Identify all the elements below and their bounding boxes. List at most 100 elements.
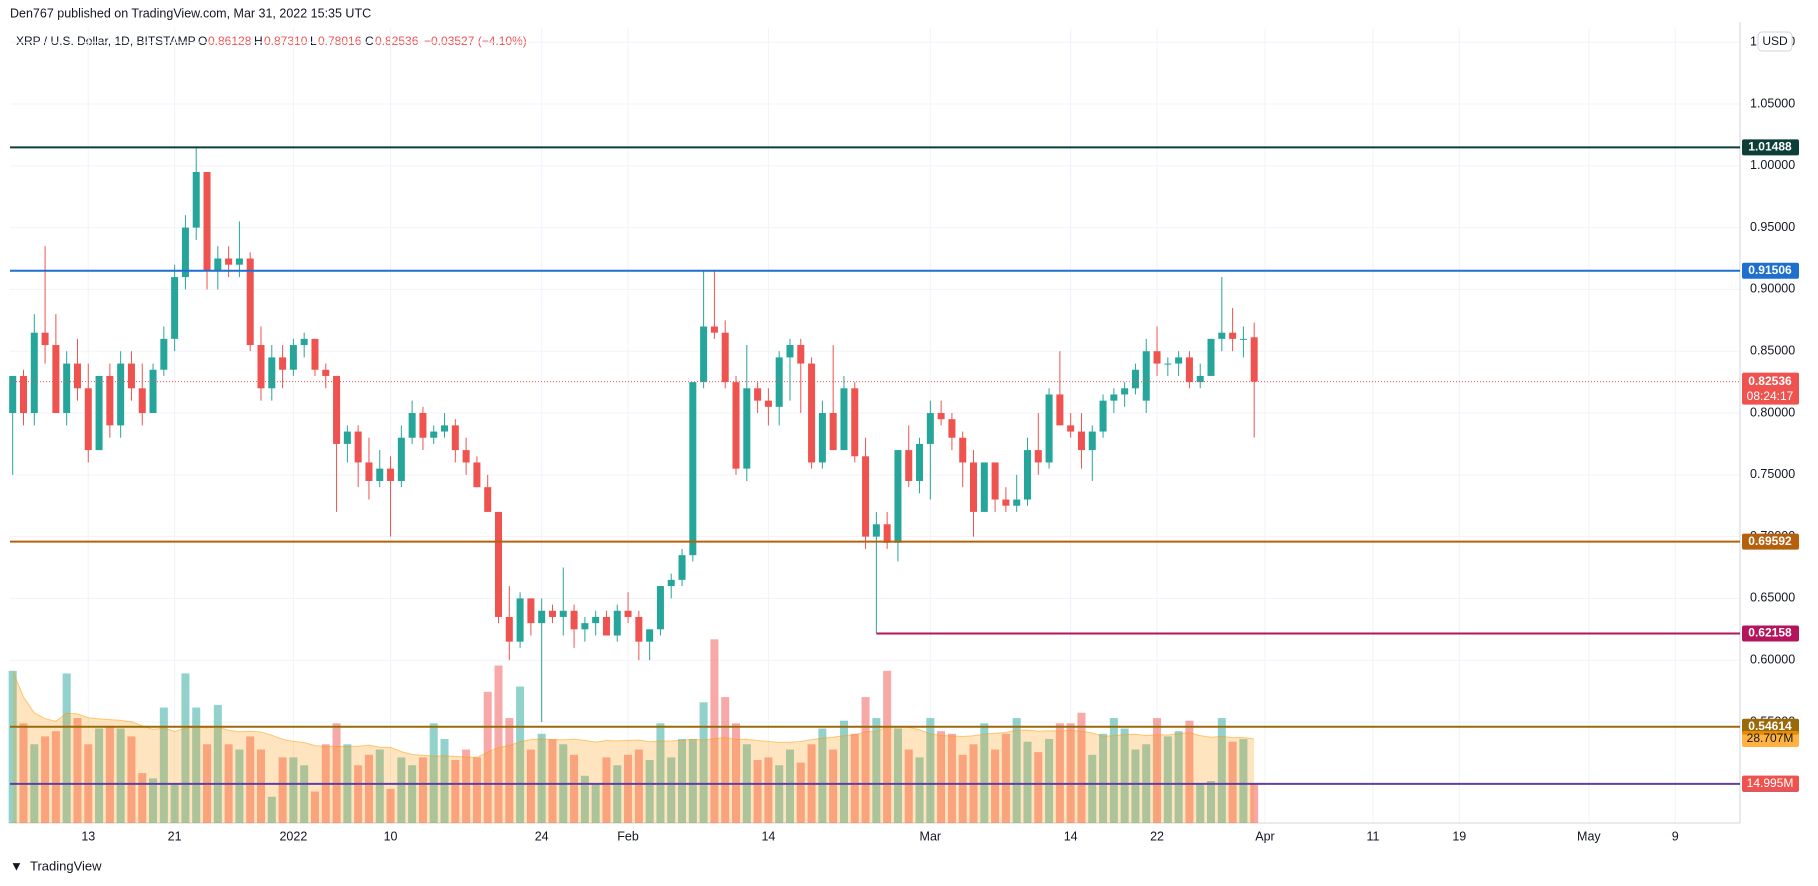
candle-body: [689, 382, 697, 556]
candle-body: [138, 388, 146, 414]
x-tick-label: Feb: [617, 829, 639, 843]
candle-body: [441, 425, 449, 432]
volume-ma-box: [1742, 731, 1799, 748]
volume-bar: [170, 783, 179, 823]
x-tick-label: 13: [81, 829, 95, 843]
volume-bar: [1034, 752, 1043, 823]
candle-body: [322, 369, 330, 376]
level-label-box: [1742, 139, 1799, 156]
candle-body: [851, 388, 859, 457]
candle-body: [1013, 499, 1021, 506]
candle-body: [376, 468, 384, 481]
candle-body: [613, 610, 621, 636]
candle-body: [30, 332, 38, 414]
candle-body: [19, 375, 28, 414]
candle-body: [635, 616, 643, 642]
x-tick-label: 9: [1672, 829, 1679, 843]
x-tick-label: 14: [761, 829, 775, 843]
volume-bar: [116, 728, 125, 823]
level-label-box: [1742, 533, 1799, 550]
volume-bar: [947, 733, 956, 823]
candle-body: [818, 413, 826, 463]
volume-bar: [796, 762, 805, 823]
candle-body: [505, 616, 513, 642]
volume-bar: [8, 670, 17, 823]
candle-body: [430, 431, 438, 438]
volume-bar: [667, 757, 676, 823]
candle-body: [797, 345, 805, 364]
candle-body: [106, 375, 114, 426]
candle-body: [117, 363, 125, 426]
candle-body: [1218, 332, 1226, 339]
candle-body: [905, 450, 913, 481]
volume-bar: [602, 757, 611, 823]
volume-bar: [624, 754, 633, 823]
candle-body: [991, 462, 999, 500]
volume-bar: [1120, 728, 1129, 823]
level-label-box: [1742, 262, 1799, 279]
volume-bar: [829, 749, 838, 823]
candle-body: [559, 610, 567, 617]
volume-bar: [764, 757, 773, 823]
footer-logo: ▼: [10, 858, 23, 873]
volume-bar: [51, 731, 60, 823]
volume-bar: [1045, 739, 1054, 823]
candle-body: [775, 357, 783, 407]
volume-label: 14.995M: [1747, 776, 1794, 790]
volume-bar: [472, 757, 481, 823]
volume-bar: [634, 749, 643, 823]
candle-body: [1034, 450, 1042, 463]
change-value: −0.03527 (−4.10%): [424, 34, 527, 48]
volume-bar: [818, 728, 827, 823]
level-label-box: [1742, 625, 1799, 642]
volume-bar: [526, 749, 535, 823]
close-value: 0.82536: [375, 34, 419, 48]
volume-bar: [872, 718, 881, 823]
candle-body: [1099, 400, 1107, 432]
low-value: 0.78016: [318, 34, 362, 48]
volume-bar: [386, 788, 395, 823]
candle-body: [829, 413, 837, 451]
volume-bar: [1131, 749, 1140, 823]
volume-bar: [861, 697, 870, 823]
volume-bar: [731, 723, 741, 823]
candle-body: [333, 375, 341, 444]
volume-bar: [451, 760, 460, 823]
volume-bar: [397, 757, 406, 823]
y-tick-label: 0.90000: [1750, 282, 1795, 296]
volume-bar: [41, 736, 50, 823]
level-label: 1.01488: [1748, 140, 1792, 154]
candle-body: [1056, 394, 1064, 426]
volume-bar: [1239, 739, 1248, 823]
candle-body: [484, 487, 492, 512]
candle-body: [980, 462, 988, 512]
volume-bar: [980, 723, 989, 823]
volume-bar: [310, 791, 319, 823]
candle-body: [1002, 499, 1010, 506]
candle-body: [548, 610, 556, 617]
y-tick-label: 0.60000: [1750, 653, 1795, 667]
volume-bar: [375, 749, 384, 823]
candle-body: [246, 258, 254, 346]
candle-body: [1250, 337, 1258, 382]
candle-body: [1142, 351, 1150, 401]
candle-body: [160, 338, 168, 370]
currency-box: [1757, 31, 1793, 52]
volume-bar: [839, 720, 848, 823]
y-tick-label: 0.65000: [1750, 591, 1795, 605]
y-tick-label: 0.85000: [1750, 344, 1795, 358]
level-label: 0.62158: [1748, 626, 1792, 640]
volume-bar: [267, 796, 276, 823]
volume-bar: [537, 733, 546, 823]
candle-body: [192, 171, 200, 228]
candle-body: [1110, 394, 1118, 401]
volume-bar: [1196, 783, 1205, 823]
volume-bar: [1185, 720, 1194, 823]
candle-body: [1023, 450, 1031, 500]
volume-bar: [785, 749, 794, 823]
volume-bar: [1109, 718, 1118, 823]
volume-bar: [1055, 723, 1064, 823]
volume-bar: [883, 670, 892, 823]
candle-body: [937, 413, 945, 420]
candle-body: [516, 598, 524, 642]
